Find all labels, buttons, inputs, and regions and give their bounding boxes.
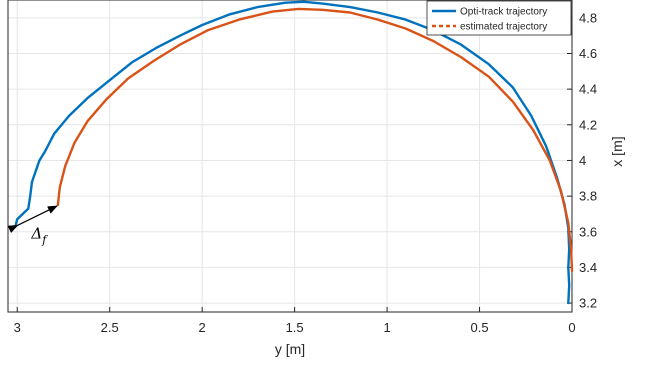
x-tick-label: 1.5 [286, 320, 304, 335]
x-tick-label: 0.5 [471, 320, 489, 335]
x-axis-label: y [m] [275, 341, 305, 357]
y-axis-label: x [m] [609, 136, 625, 166]
legend: Opti-track trajectory estimated trajecto… [427, 1, 571, 35]
y-tick-label: 4.2 [579, 117, 597, 132]
y-tick-label: 3.6 [579, 224, 597, 239]
y-tick-label: 4.6 [579, 46, 597, 61]
delta-f-symbol: Δ [30, 224, 42, 242]
y-tick-label: 4 [579, 153, 586, 168]
x-tick-label: 2.5 [101, 320, 119, 335]
x-tick-label: 3 [14, 320, 21, 335]
legend-label-opti-track: Opti-track trajectory [460, 7, 547, 18]
y-tick-label: 3.2 [579, 296, 597, 311]
y-tick-label: 4.4 [579, 82, 597, 97]
legend-label-estimated: estimated trajectory [460, 22, 547, 33]
x-tick-label: 1 [383, 320, 390, 335]
x-tick-label: 2 [199, 320, 206, 335]
y-tick-label: 4.8 [579, 10, 597, 25]
x-tick-label: 0 [568, 320, 575, 335]
y-tick-label: 3.4 [579, 260, 597, 275]
y-tick-label: 3.8 [579, 189, 597, 204]
